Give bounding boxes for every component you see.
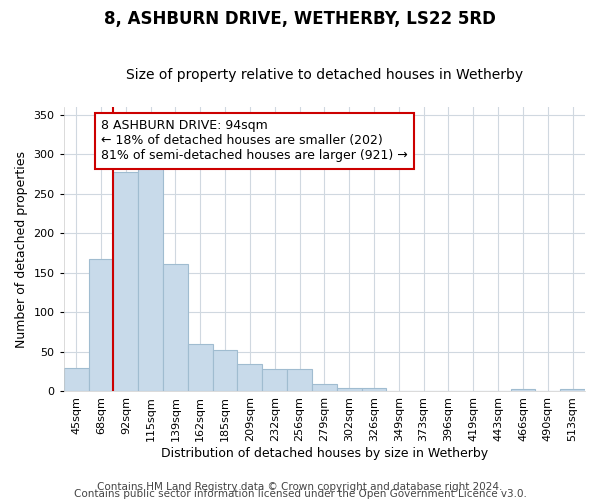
Bar bbox=[238, 364, 262, 392]
Bar bbox=[262, 370, 287, 392]
Bar bbox=[312, 384, 337, 392]
Text: Contains public sector information licensed under the Open Government Licence v3: Contains public sector information licen… bbox=[74, 489, 526, 499]
Bar bbox=[560, 389, 585, 392]
Bar bbox=[212, 350, 238, 392]
Bar bbox=[163, 264, 188, 392]
Bar bbox=[337, 388, 362, 392]
Bar bbox=[511, 389, 535, 392]
Y-axis label: Number of detached properties: Number of detached properties bbox=[15, 150, 28, 348]
X-axis label: Distribution of detached houses by size in Wetherby: Distribution of detached houses by size … bbox=[161, 447, 488, 460]
Bar bbox=[89, 260, 113, 392]
Bar bbox=[64, 368, 89, 392]
Bar bbox=[362, 388, 386, 392]
Text: 8 ASHBURN DRIVE: 94sqm
← 18% of detached houses are smaller (202)
81% of semi-de: 8 ASHBURN DRIVE: 94sqm ← 18% of detached… bbox=[101, 120, 407, 162]
Bar bbox=[287, 370, 312, 392]
Text: 8, ASHBURN DRIVE, WETHERBY, LS22 5RD: 8, ASHBURN DRIVE, WETHERBY, LS22 5RD bbox=[104, 10, 496, 28]
Bar bbox=[138, 162, 163, 392]
Bar bbox=[113, 172, 138, 392]
Bar bbox=[188, 344, 212, 392]
Title: Size of property relative to detached houses in Wetherby: Size of property relative to detached ho… bbox=[126, 68, 523, 82]
Text: Contains HM Land Registry data © Crown copyright and database right 2024.: Contains HM Land Registry data © Crown c… bbox=[97, 482, 503, 492]
